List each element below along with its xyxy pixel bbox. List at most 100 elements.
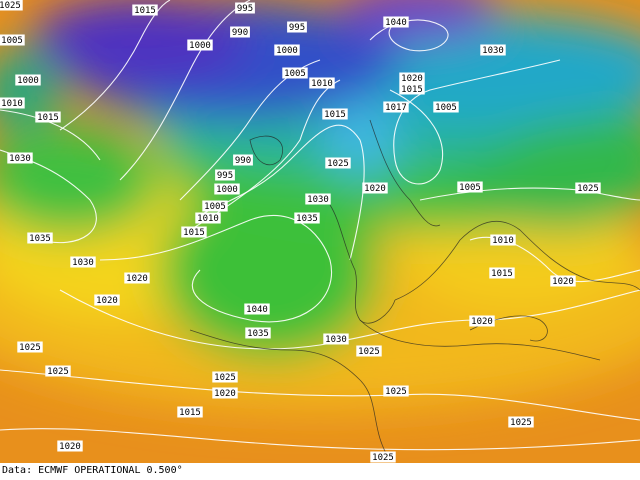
isobar-label: 1015 [491,269,513,279]
label-box [230,26,250,38]
isobar-label: 1030 [482,46,504,56]
isobar-label: 1040 [385,18,407,28]
isobar-label: 1020 [126,274,148,284]
label-box [70,256,96,268]
pressure-field [0,0,640,463]
isobar-label: 1005 [435,103,457,113]
isobar-label: 1025 [385,387,407,397]
label-box [215,169,235,181]
isobar-label: 1020 [401,74,423,84]
label-box [0,0,23,11]
label-box [94,294,120,306]
label-box [469,315,495,327]
isobar-label: 1020 [364,184,386,194]
label-box [322,108,348,120]
isobar-label: 1010 [492,236,514,246]
isobar-label: 1020 [96,296,118,306]
label-box [575,182,601,194]
isobar-label: 1035 [296,214,318,224]
isobar-label: 1005 [204,202,226,212]
isobar-label: 1017 [385,103,407,113]
label-box [7,152,33,164]
label-box [399,72,425,84]
isobar-label: 1030 [72,258,94,268]
label-box [181,226,207,238]
label-box [362,182,388,194]
label-box [457,181,483,193]
label-box [383,385,409,397]
label-box [489,267,515,279]
isobar-label: 1015 [134,6,156,16]
isobar-label: 1010 [197,214,219,224]
label-box [383,16,409,28]
isobar-label: 1025 [214,373,236,383]
label-box [508,416,534,428]
label-box [57,440,83,452]
label-box [370,451,396,463]
isobar-label: 995 [237,4,253,14]
isobar-label: 1015 [401,85,423,95]
label-box [305,193,331,205]
isobar-label: 1000 [216,185,238,195]
label-box [212,371,238,383]
isobar-label: 1015 [183,228,205,238]
isobar-label: 995 [217,171,233,181]
isobars [0,0,640,451]
label-box [294,212,320,224]
isobar-label: 1025 [358,347,380,357]
label-box [480,44,506,56]
label-box [433,101,459,113]
isobar-label: 1025 [372,453,394,463]
isobar-label: 990 [232,28,248,38]
label-box [27,232,53,244]
label-box [212,387,238,399]
isobar-label: 995 [289,23,305,33]
label-box [0,34,25,46]
label-box [214,183,240,195]
label-box [309,77,335,89]
isobar-label: 1025 [510,418,532,428]
label-box [287,21,307,33]
isobar-label: 1020 [552,277,574,287]
isobar-label: 1025 [327,159,349,169]
isobar-label: 1030 [325,335,347,345]
isobar-label: 1010 [1,99,23,109]
label-box [245,327,271,339]
label-box [132,4,158,16]
label-box [187,39,213,51]
isobar-label: 1040 [246,305,268,315]
isobar-label: 1015 [37,113,59,123]
label-box [282,67,308,79]
isobar-label: 1030 [9,154,31,164]
isobar-label: 990 [235,156,251,166]
label-box [490,234,516,246]
isobar-label: 1005 [459,183,481,193]
isobar-label: 1010 [311,79,333,89]
footer-text: Data: ECMWF OPERATIONAL 0.500° [2,465,183,476]
label-box [202,200,228,212]
isobar-label: 1005 [284,69,306,79]
isobar-label: 1025 [47,367,69,377]
label-box [233,154,253,166]
label-box [550,275,576,287]
isobar-label: 1035 [29,234,51,244]
isobar-label: 1025 [0,1,21,11]
isobar-label: 1025 [577,184,599,194]
label-box [244,303,270,315]
isobar-label: 1020 [471,317,493,327]
label-box [383,101,409,113]
isobar-label: 1005 [1,36,23,46]
label-box [235,2,255,14]
isobar-label: 1000 [276,46,298,56]
label-box [0,97,25,109]
isobar-label: 1030 [307,195,329,205]
isobar-label: 1015 [179,408,201,418]
label-box [399,83,425,95]
isobar-label: 1015 [324,110,346,120]
footer-bar [0,463,640,480]
label-box [35,111,61,123]
isobar-label: 1000 [17,76,39,86]
label-box [325,157,351,169]
